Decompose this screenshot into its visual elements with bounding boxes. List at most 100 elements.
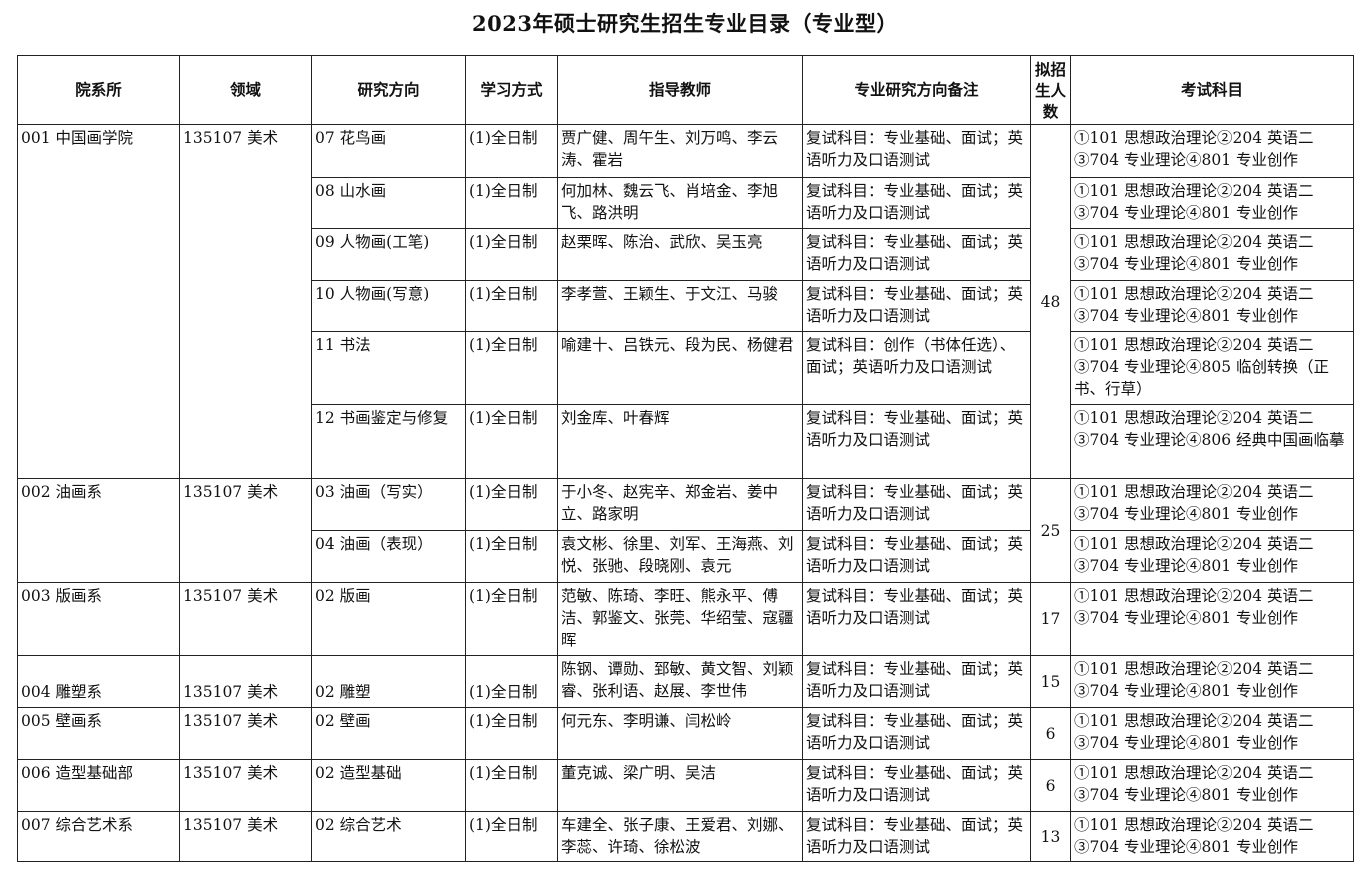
table-row: 005 壁画系 135107 美术 02 壁画 (1)全日制 何元东、李明谦、闫松岭 复试… [17,707,1354,760]
notes-cell: 复试科目：专业基础、面试；英语听力及口语测试 [802,124,1031,178]
header-department: 院系所 [17,55,180,125]
table-row: 003 版画系 135107 美术 02 版画 (1)全日制 范敏、陈琦、李旺、熊永平、… [17,582,1354,656]
page-title: 2023年硕士研究生招生专业目录（专业型） [472,11,898,36]
study-mode-cell: (1)全日制 [465,811,558,862]
header-supervisors: 指导教师 [557,55,803,125]
notes-cell: 复试科目：专业基础、面试；英语听力及口语测试 [802,582,1031,656]
study-mode-cell: (1)全日制 [465,530,558,583]
notes-cell: 复试科目：专业基础、面试；英语听力及口语测试 [802,177,1031,229]
supervisors-cell: 车建全、张子康、王爱君、刘娜、李蕊、许琦、徐松波 [557,811,803,862]
exam-subjects-cell: ①101 思想政治理论②204 英语二③704 专业理论④801 专业创作 [1070,228,1354,281]
exam-subjects-cell: ①101 思想政治理论②204 英语二③704 专业理论④801 专业创作 [1070,530,1354,583]
enrollment-count-cell: 48 [1030,124,1071,479]
direction-cell: 12 书画鉴定与修复 [311,404,466,479]
direction-cell: 04 油画（表现） [311,530,466,583]
notes-cell: 复试科目：专业基础、面试；英语听力及口语测试 [802,404,1031,479]
exam-subjects-cell: ①101 思想政治理论②204 英语二③704 专业理论④801 专业创作 [1070,280,1354,332]
direction-cell: 02 版画 [311,582,466,656]
department-cell: 006 造型基础部 [17,759,180,812]
exam-subjects-cell: ①101 思想政治理论②204 英语二③704 专业理论④805 临创转换（正书… [1070,331,1354,405]
supervisors-cell: 袁文彬、徐里、刘军、王海燕、刘悦、张驰、段晓刚、袁元 [557,530,803,583]
notes-cell: 复试科目：专业基础、面试；英语听力及口语测试 [802,228,1031,281]
field-cell: 135107 美术 [179,811,312,862]
supervisors-cell: 刘金库、叶春辉 [557,404,803,479]
notes-cell: 复试科目：专业基础、面试；英语听力及口语测试 [802,280,1031,332]
supervisors-cell: 赵栗晖、陈治、武欣、吴玉亮 [557,228,803,281]
table-row: 002 油画系 135107 美术 03 油画（写实） (1)全日制 于小冬、赵宪辛、郑… [17,478,1354,583]
header-row: 院系所 领域 研究方向 学习方式 指导教师 专业研究方向备注 拟招生人数 考试科… [17,55,1354,125]
notes-cell: 复试科目：专业基础、面试；英语听力及口语测试 [802,655,1031,708]
direction-cell: 02 壁画 [311,707,466,760]
direction-cell: 02 综合艺术 [311,811,466,862]
study-mode-cell: (1)全日制 [465,124,558,178]
exam-subjects-cell: ①101 思想政治理论②204 英语二③704 专业理论④801 专业创作 [1070,478,1354,531]
direction-cell: 09 人物画(工笔) [311,228,466,281]
exam-subjects-cell: ①101 思想政治理论②204 英语二③704 专业理论④801 专业创作 [1070,124,1354,178]
notes-cell: 复试科目：专业基础、面试；英语听力及口语测试 [802,530,1031,583]
header-exam-subjects: 考试科目 [1070,55,1354,125]
study-mode-cell: (1)全日制 [465,478,558,531]
program-catalog-table: 院系所 领域 研究方向 学习方式 指导教师 专业研究方向备注 拟招生人数 考试科… [17,55,1354,862]
field-cell: 135107 美术 [179,124,312,479]
exam-subjects-cell: ①101 思想政治理论②204 英语二③704 专业理论④801 专业创作 [1070,707,1354,760]
direction-cell: 03 油画（写实） [311,478,466,531]
header-field: 领域 [179,55,312,125]
supervisors-cell: 李孝萱、王颖生、于文江、马骏 [557,280,803,332]
supervisors-cell: 于小冬、赵宪辛、郑金岩、姜中立、路家明 [557,478,803,531]
study-mode-cell: (1)全日制 [465,759,558,812]
supervisors-cell: 喻建十、吕铁元、段为民、杨健君 [557,331,803,405]
exam-subjects-cell: ①101 思想政治理论②204 英语二③704 专业理论④806 经典中国画临摹 [1070,404,1354,479]
field-cell: 135107 美术 [179,655,312,708]
enrollment-count-cell: 6 [1030,707,1071,760]
direction-cell: 10 人物画(写意) [311,280,466,332]
exam-subjects-cell: ①101 思想政治理论②204 英语二③704 专业理论④801 专业创作 [1070,759,1354,812]
header-enrollment: 拟招生人数 [1030,55,1071,125]
notes-cell: 复试科目：创作（书体任选）、面试；英语听力及口语测试 [802,331,1031,405]
supervisors-cell: 何加林、魏云飞、肖培金、李旭飞、路洪明 [557,177,803,229]
notes-cell: 复试科目：专业基础、面试；英语听力及口语测试 [802,707,1031,760]
notes-cell: 复试科目：专业基础、面试；英语听力及口语测试 [802,759,1031,812]
enrollment-count-cell: 13 [1030,811,1071,862]
exam-subjects-cell: ①101 思想政治理论②204 英语二③704 专业理论④801 专业创作 [1070,811,1354,862]
department-cell: 004 雕塑系 [17,655,180,708]
table-row: 12 书画鉴定与修复 (1)全日制 刘金库、叶春辉 复试科目：专业基础、面试；英语听力… [18,404,1354,479]
enrollment-count-cell: 15 [1030,655,1071,708]
table-row: 11 书法 (1)全日制 喻建十、吕铁元、段为民、杨健君 复试科目：创作（书体任选）、… [18,331,1354,405]
exam-subjects-cell: ①101 思想政治理论②204 英语二③704 专业理论④801 专业创作 [1070,655,1354,708]
study-mode-cell: (1)全日制 [465,331,558,405]
field-cell: 135107 美术 [179,582,312,656]
study-mode-cell: (1)全日制 [465,404,558,479]
supervisors-cell: 陈钢、谭勋、郅敏、黄文智、刘颖睿、张利语、赵展、李世伟 [557,655,803,708]
exam-subjects-cell: ①101 思想政治理论②204 英语二③704 专业理论④801 专业创作 [1070,582,1354,656]
direction-cell: 02 造型基础 [311,759,466,812]
field-cell: 135107 美术 [179,759,312,812]
header-study-mode: 学习方式 [465,55,558,125]
direction-cell: 11 书法 [311,331,466,405]
study-mode-cell: (1)全日制 [465,707,558,760]
table-row: 007 综合艺术系 135107 美术 02 综合艺术 (1)全日制 车建全、张子康、王… [17,811,1354,862]
supervisors-cell: 贾广健、周午生、刘万鸣、李云涛、霍岩 [557,124,803,178]
study-mode-cell: (1)全日制 [465,228,558,281]
notes-cell: 复试科目：专业基础、面试；英语听力及口语测试 [802,811,1031,862]
enrollment-count-cell: 6 [1030,759,1071,812]
supervisors-cell: 何元东、李明谦、闫松岭 [557,707,803,760]
table-row: 004 雕塑系 135107 美术 02 雕塑 (1)全日制 陈钢、谭勋、郅敏、黄文智、… [17,655,1354,708]
header-direction: 研究方向 [311,55,466,125]
table-row: 09 人物画(工笔) (1)全日制 赵栗晖、陈治、武欣、吴玉亮 复试科目：专业基础、面… [18,228,1354,281]
field-cell: 135107 美术 [179,478,312,583]
department-cell: 002 油画系 [17,478,180,583]
department-cell: 001 中国画学院 [17,124,180,479]
notes-cell: 复试科目：专业基础、面试；英语听力及口语测试 [802,478,1031,531]
supervisors-cell: 董克诚、梁广明、吴洁 [557,759,803,812]
direction-cell: 07 花鸟画 [311,124,466,178]
table-row: 006 造型基础部 135107 美术 02 造型基础 (1)全日制 董克诚、梁广明、吴… [17,759,1354,812]
enrollment-count-cell: 17 [1030,582,1071,656]
direction-cell: 02 雕塑 [311,655,466,708]
exam-subjects-cell: ①101 思想政治理论②204 英语二③704 专业理论④801 专业创作 [1070,177,1354,229]
study-mode-cell: (1)全日制 [465,280,558,332]
department-cell: 003 版画系 [17,582,180,656]
direction-cell: 08 山水画 [311,177,466,229]
department-cell: 007 综合艺术系 [17,811,180,862]
supervisors-cell: 范敏、陈琦、李旺、熊永平、傅洁、郭鉴文、张莞、华绍莹、寇疆晖 [557,582,803,656]
study-mode-cell: (1)全日制 [465,655,558,708]
